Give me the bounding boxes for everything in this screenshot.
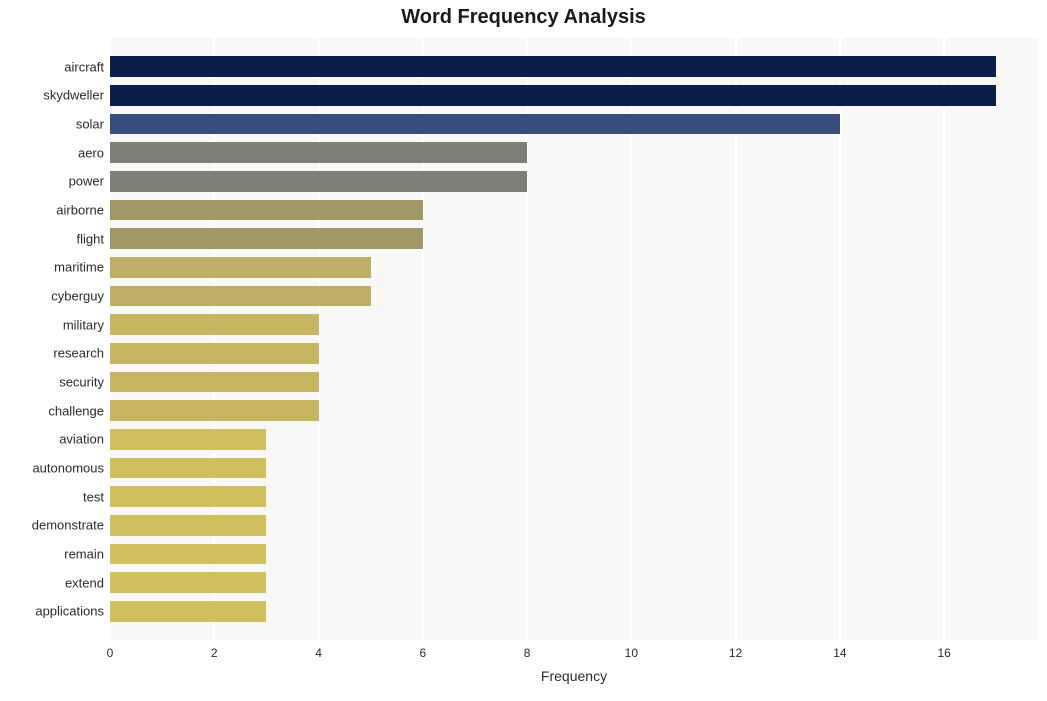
bar (110, 286, 371, 307)
y-label: airborne (56, 202, 110, 217)
bar (110, 572, 266, 593)
y-label: power (69, 174, 110, 189)
bars-container: aircraft skydweller solar aero power airborne… (110, 38, 1038, 640)
bar (110, 85, 996, 106)
x-tick: 8 (524, 640, 531, 660)
bar (110, 486, 266, 507)
x-tick: 12 (729, 640, 742, 660)
bar (110, 429, 266, 450)
y-label: military (63, 317, 110, 332)
bar-row: solar (110, 114, 1038, 135)
y-label: extend (65, 575, 110, 590)
bar (110, 314, 319, 335)
bar (110, 400, 319, 421)
bar-row: aviation (110, 429, 1038, 450)
bar-row: airborne (110, 200, 1038, 221)
bar-row: autonomous (110, 458, 1038, 479)
y-label: aero (78, 145, 110, 160)
y-label: applications (35, 604, 110, 619)
bar-row: power (110, 171, 1038, 192)
bar-row: demonstrate (110, 515, 1038, 536)
bar-row: aero (110, 142, 1038, 163)
bar (110, 372, 319, 393)
bar (110, 257, 371, 278)
y-label: solar (76, 116, 110, 131)
bar-row: remain (110, 544, 1038, 565)
bar-row: research (110, 343, 1038, 364)
y-label: aircraft (64, 59, 110, 74)
y-label: challenge (48, 403, 110, 418)
bar-row: military (110, 314, 1038, 335)
bar-row: skydweller (110, 85, 1038, 106)
bar-row: test (110, 486, 1038, 507)
y-label: demonstrate (32, 518, 110, 533)
bar (110, 228, 423, 249)
x-tick: 16 (937, 640, 950, 660)
x-tick: 10 (625, 640, 638, 660)
y-label: test (83, 489, 110, 504)
bar-row: cyberguy (110, 286, 1038, 307)
bar (110, 458, 266, 479)
bar (110, 142, 527, 163)
bar-row: challenge (110, 400, 1038, 421)
x-tick: 6 (419, 640, 426, 660)
x-axis-label: Frequency (541, 640, 607, 684)
bar (110, 171, 527, 192)
y-label: flight (77, 231, 110, 246)
x-tick: 0 (107, 640, 114, 660)
y-label: remain (64, 546, 110, 561)
chart-title: Word Frequency Analysis (0, 6, 1047, 29)
bar (110, 515, 266, 536)
bar-row: applications (110, 601, 1038, 622)
y-label: autonomous (32, 460, 110, 475)
bar-row: aircraft (110, 56, 1038, 77)
y-label: cyberguy (51, 288, 110, 303)
bar-row: maritime (110, 257, 1038, 278)
x-tick: 14 (833, 640, 846, 660)
bar-row: extend (110, 572, 1038, 593)
bar (110, 56, 996, 77)
bar (110, 544, 266, 565)
bar (110, 200, 423, 221)
bar (110, 114, 840, 135)
x-tick: 2 (211, 640, 218, 660)
y-label: research (53, 346, 110, 361)
y-label: security (59, 374, 110, 389)
bar (110, 343, 319, 364)
y-label: aviation (59, 432, 110, 447)
word-frequency-chart: Word Frequency Analysis aircraftskydwell… (0, 0, 1047, 701)
bar (110, 601, 266, 622)
y-label: skydweller (43, 88, 110, 103)
bar-row: flight (110, 228, 1038, 249)
y-label: maritime (54, 260, 110, 275)
plot-area: aircraft skydweller solar aero power airborne… (110, 38, 1038, 640)
bar-row: security (110, 372, 1038, 393)
x-tick: 4 (315, 640, 322, 660)
